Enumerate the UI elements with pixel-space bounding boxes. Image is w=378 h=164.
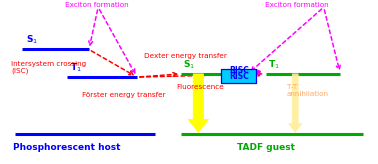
Text: T$_1$: T$_1$	[268, 58, 280, 71]
Text: TADF guest: TADF guest	[237, 143, 295, 152]
Text: Exciton formation: Exciton formation	[65, 2, 129, 8]
Text: Förster energy transfer: Förster energy transfer	[82, 92, 165, 98]
Text: RISC: RISC	[229, 66, 248, 75]
Text: Dexter energy transfer: Dexter energy transfer	[144, 53, 227, 59]
FancyArrow shape	[288, 74, 302, 132]
Text: S$_1$: S$_1$	[26, 34, 38, 46]
Text: S$_1$: S$_1$	[183, 58, 195, 71]
Text: Fluorescence: Fluorescence	[176, 84, 223, 90]
Text: Intersystem crossing
(ISC): Intersystem crossing (ISC)	[11, 61, 87, 74]
FancyBboxPatch shape	[221, 69, 256, 83]
Text: RISC: RISC	[229, 72, 248, 81]
Text: Phosphorescent host: Phosphorescent host	[13, 143, 121, 152]
FancyArrow shape	[188, 74, 209, 132]
Text: T$_1$: T$_1$	[70, 61, 82, 74]
Text: T-T
annihilation: T-T annihilation	[287, 84, 329, 97]
Text: Exciton formation: Exciton formation	[265, 2, 328, 8]
